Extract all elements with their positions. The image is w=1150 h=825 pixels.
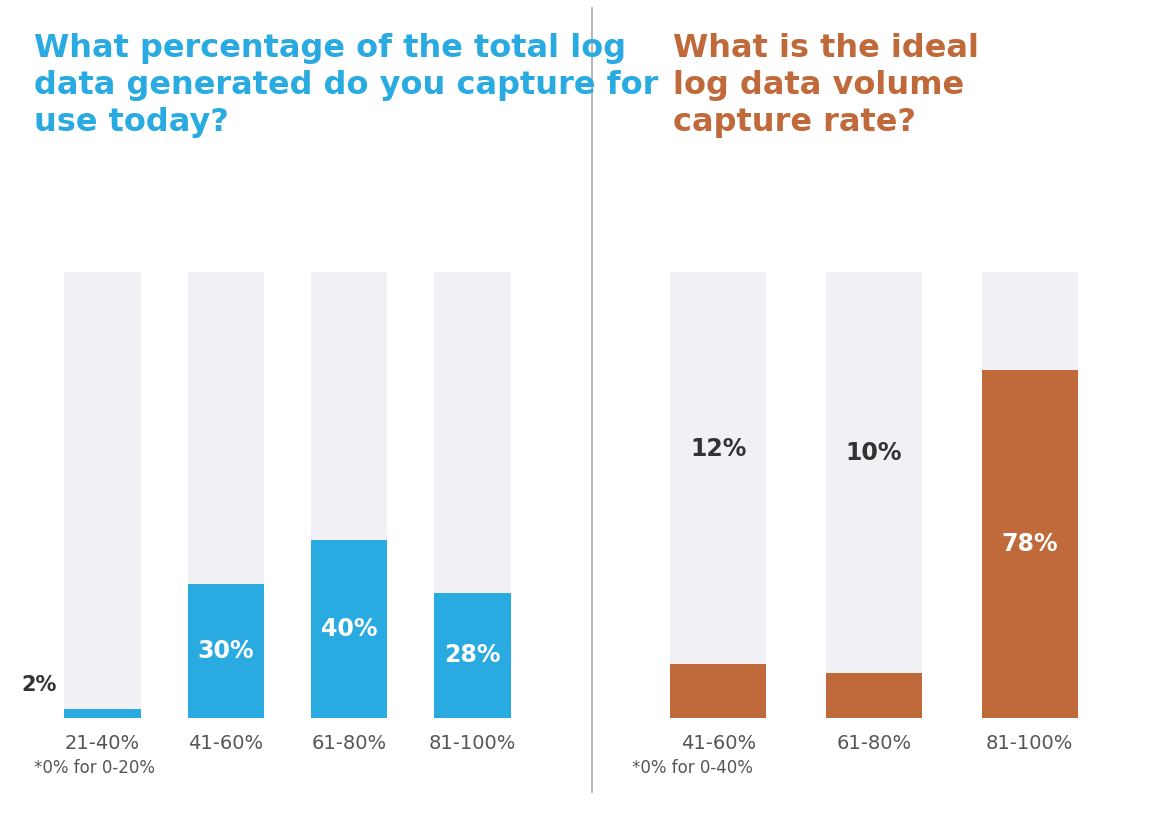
Text: 10%: 10% [845,441,903,464]
Bar [310,272,388,718]
Bar [981,272,1078,718]
Text: 30%: 30% [198,639,254,663]
Bar [64,709,140,718]
Bar [435,272,511,718]
Bar [64,272,140,718]
Text: 28%: 28% [444,644,501,667]
Text: *0% for 0-20%: *0% for 0-20% [34,759,155,777]
Text: What is the ideal
log data volume
capture rate?: What is the ideal log data volume captur… [673,33,979,138]
Bar [826,272,922,718]
Bar [670,664,767,718]
Bar [670,272,767,718]
Text: 12%: 12% [690,436,746,460]
Text: 40%: 40% [321,616,377,641]
Bar [826,673,922,718]
Text: *0% for 0-40%: *0% for 0-40% [632,759,753,777]
Bar [310,540,388,718]
Bar [187,272,264,718]
Text: 2%: 2% [22,676,56,695]
Text: 78%: 78% [1002,532,1058,556]
Bar [981,370,1078,718]
Bar [187,584,264,718]
Text: What percentage of the total log
data generated do you capture for
use today?: What percentage of the total log data ge… [34,33,659,138]
Bar [435,593,511,718]
